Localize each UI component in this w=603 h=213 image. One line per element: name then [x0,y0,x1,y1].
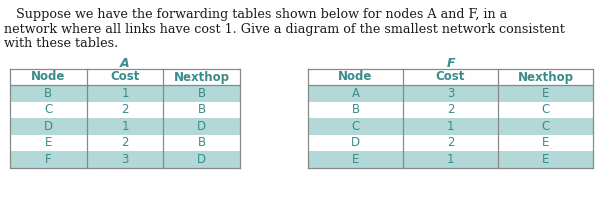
Text: C: C [541,120,549,133]
Text: B: B [44,87,52,100]
Text: Cost: Cost [110,71,140,83]
Text: with these tables.: with these tables. [4,37,118,50]
Text: Nexthop: Nexthop [174,71,230,83]
Text: B: B [198,136,206,149]
Text: 3: 3 [121,153,128,166]
Bar [308,85,593,102]
Text: B: B [352,103,359,116]
Text: 1: 1 [121,87,129,100]
Bar [10,85,240,102]
Text: B: B [198,87,206,100]
Text: C: C [541,103,549,116]
Text: Node: Node [338,71,373,83]
Text: 2: 2 [447,136,454,149]
Text: D: D [197,120,206,133]
Text: E: E [542,87,549,100]
Text: Suppose we have the forwarding tables shown below for nodes A and F, in a: Suppose we have the forwarding tables sh… [4,8,507,21]
Text: 2: 2 [447,103,454,116]
Text: 2: 2 [121,103,129,116]
Text: E: E [542,136,549,149]
Bar [308,134,593,151]
Text: 3: 3 [447,87,454,100]
Bar [10,134,240,151]
Text: D: D [197,153,206,166]
Bar [10,118,240,134]
Text: C: C [352,120,359,133]
Text: 2: 2 [121,136,129,149]
Text: E: E [45,136,52,149]
Text: A: A [120,57,130,70]
Text: D: D [44,120,53,133]
Text: D: D [351,136,360,149]
Text: B: B [198,103,206,116]
Text: 1: 1 [447,153,454,166]
Bar [10,151,240,167]
Text: Nexthop: Nexthop [517,71,573,83]
Text: A: A [352,87,359,100]
Text: C: C [44,103,52,116]
Bar [308,118,593,134]
Text: 1: 1 [121,120,129,133]
Bar [10,102,240,118]
Text: network where all links have cost 1. Give a diagram of the smallest network cons: network where all links have cost 1. Giv… [4,23,565,36]
Text: 1: 1 [447,120,454,133]
Text: Node: Node [31,71,66,83]
Bar [308,151,593,167]
Bar [308,102,593,118]
Text: E: E [542,153,549,166]
Text: Cost: Cost [436,71,465,83]
Text: E: E [352,153,359,166]
Text: F: F [45,153,52,166]
Text: F: F [446,57,455,70]
